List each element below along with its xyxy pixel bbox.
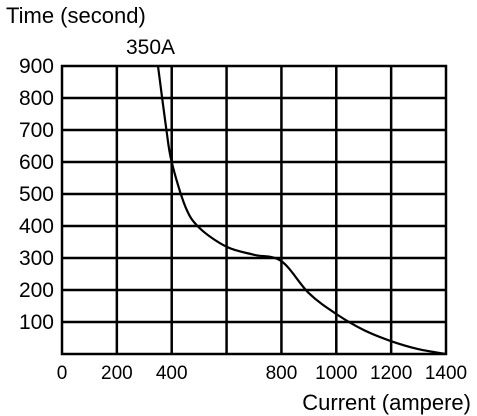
y-tick-label: 600 — [19, 151, 54, 174]
x-tick-label: 800 — [266, 363, 298, 384]
y-tick-label: 200 — [19, 279, 54, 302]
y-tick-label: 100 — [19, 311, 54, 334]
annotation-350a: 350A — [126, 36, 175, 59]
x-tick-label: 200 — [101, 363, 133, 384]
x-axis-label: Current (ampere) — [302, 390, 471, 415]
y-tick-label: 400 — [19, 215, 54, 238]
y-tick-label: 800 — [19, 87, 54, 110]
plot-frame — [60, 64, 448, 356]
x-tick-label: 1200 — [370, 363, 412, 384]
y-axis-label: Time (second) — [6, 3, 146, 28]
y-tick-labels: 100 200 300 400 500 600 700 800 900 — [19, 55, 54, 334]
grid — [62, 66, 446, 354]
x-tick-label: 1000 — [315, 363, 357, 384]
x-tick-label: 1400 — [425, 363, 467, 384]
x-tick-labels: 0 200 400 800 1000 1200 1400 — [57, 363, 467, 384]
y-tick-label: 300 — [19, 247, 54, 270]
y-tick-label: 500 — [19, 183, 54, 206]
y-tick-label: 900 — [19, 55, 54, 78]
series-layer — [156, 65, 447, 356]
y-tick-label: 700 — [19, 119, 54, 142]
time-current-curve — [156, 65, 447, 356]
x-tick-label: 0 — [57, 363, 68, 384]
x-tick-label: 400 — [156, 363, 188, 384]
